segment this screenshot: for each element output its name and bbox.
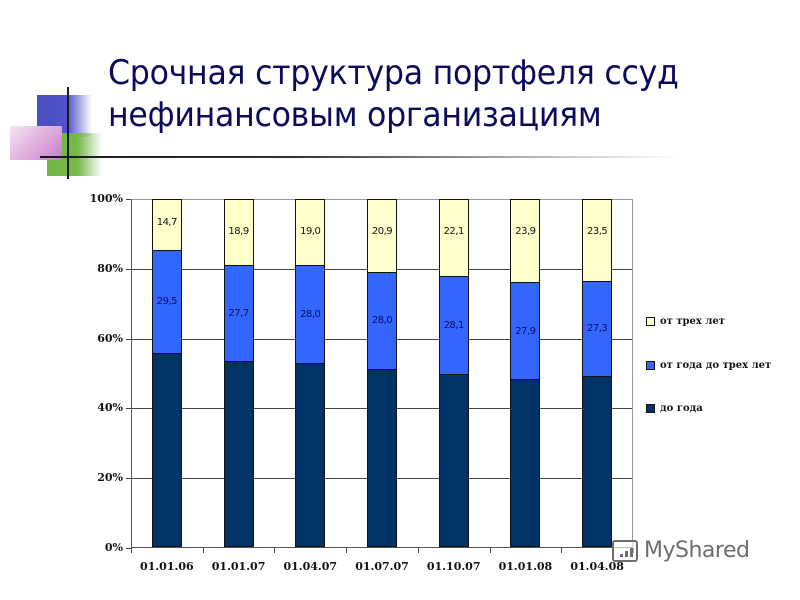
- x-tick-label: 01.07.07: [355, 560, 409, 573]
- segment-under-one-year: [295, 362, 326, 547]
- x-tick-mark: [417, 548, 419, 553]
- presentation-chart-icon: [612, 539, 638, 562]
- x-tick-mark: [202, 548, 204, 553]
- data-label: 19,0: [300, 226, 321, 237]
- y-tick-label: 80%: [97, 261, 123, 275]
- y-tick-label: 20%: [97, 471, 123, 485]
- data-label: 23,9: [515, 226, 536, 237]
- y-tick-mark: [126, 408, 131, 410]
- stacked-bar: 18,9 27,7: [223, 199, 254, 547]
- stacked-bar: 22,1 28,1: [438, 199, 469, 547]
- x-tick-label: 01.01.06: [140, 560, 194, 573]
- data-label: 20,9: [371, 226, 393, 237]
- data-label: 23,5: [587, 226, 608, 237]
- data-label: 28,1: [443, 319, 465, 331]
- x-tick-mark: [274, 548, 276, 553]
- stacked-bar: 23,5 27,3: [582, 199, 613, 547]
- segment-under-one-year: [438, 373, 469, 547]
- x-tick-label: 01.04.08: [570, 560, 624, 573]
- x-tick-mark: [346, 548, 348, 553]
- segment-one-to-three-years: 27,7: [223, 264, 254, 362]
- x-tick-mark: [489, 548, 491, 553]
- stacked-bar: 23,9 27,9: [510, 199, 541, 547]
- segment-under-one-year: [223, 361, 254, 547]
- legend-swatch-icon: [646, 404, 655, 413]
- segment-over-three-years: 19,0: [295, 199, 326, 266]
- x-tick-label: 01.01.07: [211, 560, 266, 573]
- segment-over-three-years: 22,1: [438, 199, 469, 276]
- title-line-2: нефинансовым организациям: [108, 95, 602, 135]
- segment-under-one-year: [367, 369, 397, 547]
- segment-over-three-years: 20,9: [367, 199, 397, 272]
- y-tick-mark: [126, 338, 131, 340]
- legend-item: от трех лет: [646, 316, 725, 327]
- data-label: 18,9: [228, 226, 249, 237]
- slide-title: Срочная структура портфеля ссуд нефинанс…: [108, 52, 740, 136]
- segment-under-one-year: [510, 379, 541, 547]
- plot-area: 14,7 29,5 18,9 27,7 19,0 28,0 20,9 28,0 22,1 28,1…: [131, 199, 633, 548]
- data-label: 22,1: [443, 226, 465, 237]
- legend-label: от года до трех лет: [660, 360, 772, 371]
- segment-over-three-years: 18,9: [223, 199, 254, 265]
- watermark: MyShared: [612, 538, 750, 563]
- data-label: 27,3: [587, 323, 608, 335]
- legend-item: до года: [646, 403, 703, 414]
- y-tick-label: 40%: [97, 401, 123, 415]
- x-tick-label: 01.01.08: [498, 560, 553, 573]
- data-label: 29,5: [156, 296, 178, 308]
- data-label: 28,0: [371, 315, 393, 327]
- x-tick-label: 01.04.07: [283, 560, 338, 573]
- stacked-bar: 19,0 28,0: [295, 199, 326, 547]
- y-tick-mark: [126, 268, 131, 270]
- segment-over-three-years: 23,9: [510, 199, 541, 283]
- legend-swatch-icon: [646, 361, 655, 370]
- x-tick-label: 01.10.07: [426, 560, 481, 573]
- segment-one-to-three-years: 27,3: [582, 280, 613, 376]
- legend-label: от трех лет: [660, 316, 725, 327]
- data-label: 28,0: [300, 308, 321, 320]
- y-tick-label: 0%: [104, 541, 123, 554]
- segment-over-three-years: 23,5: [582, 199, 613, 281]
- x-tick-mark: [561, 548, 563, 553]
- y-tick-mark: [126, 548, 131, 549]
- y-tick-label: 60%: [97, 331, 123, 345]
- segment-one-to-three-years: 28,0: [295, 265, 326, 363]
- stacked-bar: 14,7 29,5: [151, 199, 182, 547]
- legend-swatch-icon: [646, 317, 655, 326]
- segment-under-one-year: [582, 375, 613, 547]
- x-tick-mark: [131, 548, 132, 553]
- y-tick-label: 100%: [89, 192, 123, 205]
- segment-under-one-year: [151, 352, 182, 547]
- data-label: 14,7: [156, 217, 178, 228]
- data-label: 27,9: [515, 325, 536, 337]
- title-underline: [40, 156, 680, 158]
- watermark-text: MyShared: [644, 538, 750, 563]
- segment-over-three-years: 14,7: [151, 199, 182, 251]
- y-tick-mark: [126, 199, 131, 200]
- data-label: 27,7: [228, 307, 249, 319]
- segment-one-to-three-years: 28,0: [367, 271, 397, 370]
- y-tick-mark: [126, 478, 131, 480]
- decor-vertical-line: [67, 87, 69, 179]
- segment-one-to-three-years: 27,9: [510, 282, 541, 380]
- segment-one-to-three-years: 28,1: [438, 275, 469, 374]
- stacked-bar: 20,9 28,0: [367, 199, 397, 547]
- title-line-1: Срочная структура портфеля ссуд: [108, 53, 679, 93]
- legend-item: от года до трех лет: [646, 360, 771, 371]
- legend-label: до года: [660, 403, 703, 414]
- segment-one-to-three-years: 29,5: [151, 250, 182, 353]
- decor-pink-square: [10, 126, 62, 160]
